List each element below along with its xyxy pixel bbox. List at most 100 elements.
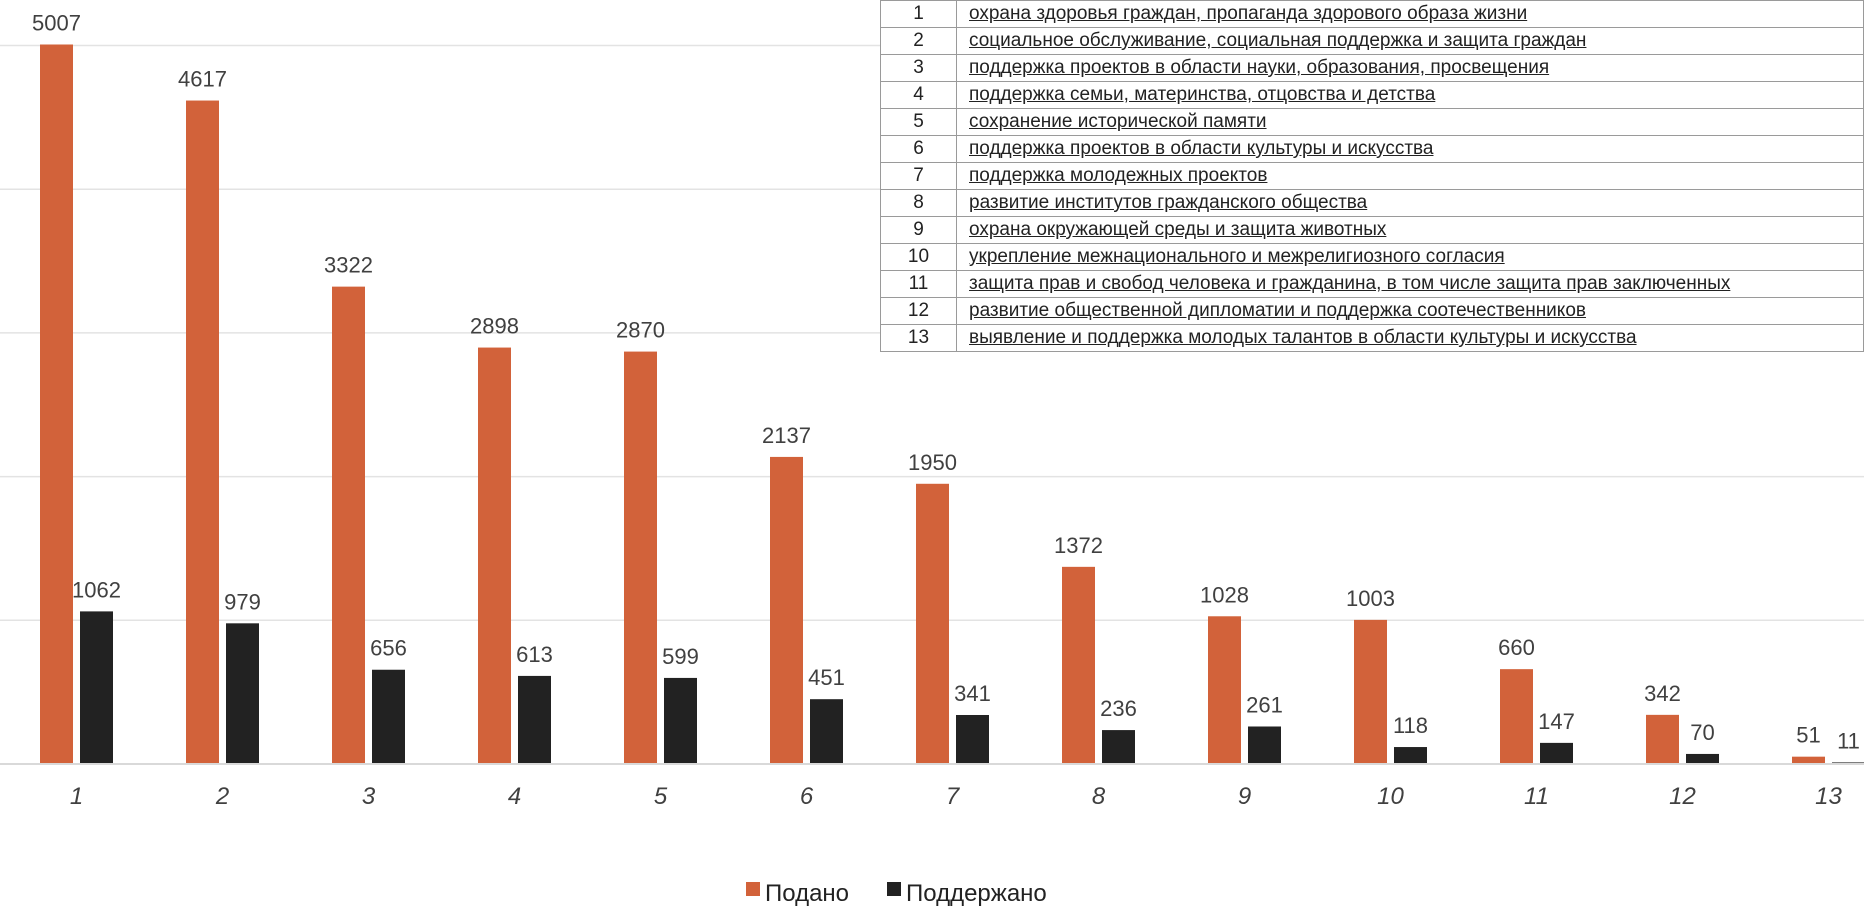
category-number: 3 — [880, 54, 957, 82]
value-label-supported-2: 979 — [224, 589, 261, 614]
value-label-submitted-6: 2137 — [762, 423, 811, 448]
value-labels: 5007106246179793322656289861328705992137… — [32, 10, 1860, 753]
bar-submitted-8 — [1062, 566, 1095, 764]
bar-supported-4 — [518, 675, 551, 764]
category-description: поддержка молодежных проектов — [956, 162, 1864, 190]
value-label-submitted-7: 1950 — [908, 450, 957, 475]
category-description: развитие институтов гражданского обществ… — [956, 189, 1864, 217]
category-description: охрана здоровья граждан, пропаганда здор… — [956, 0, 1864, 28]
value-label-supported-11: 147 — [1538, 709, 1575, 734]
value-label-supported-13: 11 — [1837, 728, 1860, 753]
bar-supported-10 — [1394, 747, 1427, 764]
category-number: 7 — [880, 162, 957, 190]
category-table-row: 11 защита прав и свобод человека и гражда… — [880, 270, 1864, 298]
value-label-submitted-12: 342 — [1644, 681, 1681, 706]
bar-submitted-12 — [1646, 714, 1679, 764]
bar-submitted-4 — [478, 347, 511, 764]
bar-supported-1 — [80, 611, 113, 764]
value-label-supported-1: 1062 — [72, 577, 121, 602]
category-table-row: 6 поддержка проектов в области культуры и… — [880, 135, 1864, 163]
category-table-row: 13 выявление и поддержка молодых талантов… — [880, 324, 1864, 352]
value-label-supported-12: 70 — [1690, 720, 1714, 745]
category-table-row: 8 развитие институтов гражданского общест… — [880, 189, 1864, 217]
x-tick-label-9: 9 — [1238, 783, 1251, 810]
value-label-supported-9: 261 — [1246, 692, 1283, 717]
x-tick-label-3: 3 — [362, 783, 376, 810]
bar-supported-8 — [1102, 730, 1135, 764]
category-number: 12 — [880, 297, 957, 325]
value-label-submitted-4: 2898 — [470, 314, 519, 339]
category-number: 8 — [880, 189, 957, 217]
category-number: 4 — [880, 81, 957, 109]
legend-label-submitted: Подано — [765, 880, 849, 906]
legend-swatch-supported — [887, 882, 901, 896]
bar-submitted-10 — [1354, 619, 1387, 764]
bar-submitted-2 — [186, 100, 219, 764]
bar-submitted-11 — [1500, 669, 1533, 764]
x-tick-label-13: 13 — [1815, 783, 1842, 810]
category-description: укрепление межнационального и межрелигио… — [956, 243, 1864, 271]
bar-submitted-6 — [770, 456, 803, 764]
legend: Подано Поддержано — [746, 880, 1047, 906]
bar-submitted-7 — [916, 483, 949, 764]
category-description: поддержка семьи, материнства, отцовства … — [956, 81, 1864, 109]
legend-label-supported: Поддержано — [906, 880, 1047, 906]
category-number: 10 — [880, 243, 957, 271]
bar-supported-3 — [372, 669, 405, 764]
value-label-supported-3: 656 — [370, 636, 407, 661]
category-table-row: 9 охрана окружающей среды и защита животн… — [880, 216, 1864, 244]
bar-submitted-3 — [332, 286, 365, 764]
category-number: 9 — [880, 216, 957, 244]
bar-submitted-9 — [1208, 616, 1241, 764]
category-table-row: 7 поддержка молодежных проектов — [880, 162, 1864, 190]
category-table-row: 1 охрана здоровья граждан, пропаганда здо… — [880, 0, 1864, 28]
bar-supported-7 — [956, 714, 989, 764]
category-description: сохранение исторической памяти — [956, 108, 1864, 136]
x-tick-label-5: 5 — [654, 783, 668, 810]
category-table-body: 1 охрана здоровья граждан, пропаганда здо… — [880, 0, 1864, 352]
value-label-submitted-8: 1372 — [1054, 533, 1103, 558]
x-tick-label-11: 11 — [1524, 783, 1549, 810]
category-description: охрана окружающей среды и защита животны… — [956, 216, 1864, 244]
x-axis-ticks: 1 2 3 4 5 6 7 8 9 10 11 12 13 — [70, 783, 1843, 810]
category-description: развитие общественной дипломатии и подде… — [956, 297, 1864, 325]
bar-submitted-5 — [624, 351, 657, 764]
value-label-submitted-3: 3322 — [324, 253, 373, 278]
value-label-supported-4: 613 — [516, 642, 553, 667]
category-table: 1 охрана здоровья граждан, пропаганда здо… — [880, 0, 1864, 352]
category-number: 6 — [880, 135, 957, 163]
x-tick-label-10: 10 — [1377, 783, 1404, 810]
bars — [40, 44, 1864, 765]
x-tick-label-7: 7 — [946, 783, 961, 810]
category-number: 1 — [880, 0, 957, 28]
bar-supported-9 — [1248, 726, 1281, 764]
bar-supported-6 — [810, 699, 843, 764]
category-description: поддержка проектов в области науки, обра… — [956, 54, 1864, 82]
value-label-submitted-5: 2870 — [616, 318, 665, 343]
x-tick-label-6: 6 — [800, 783, 814, 810]
category-description: социальное обслуживание, социальная подд… — [956, 27, 1864, 55]
x-tick-label-2: 2 — [215, 783, 229, 810]
x-tick-label-12: 12 — [1669, 783, 1696, 810]
value-label-submitted-9: 1028 — [1200, 582, 1249, 607]
value-label-supported-6: 451 — [808, 665, 845, 690]
value-label-submitted-11: 660 — [1498, 635, 1535, 660]
category-number: 13 — [880, 324, 957, 352]
value-label-supported-7: 341 — [954, 681, 991, 706]
bar-supported-2 — [226, 623, 259, 764]
category-table-row: 3 поддержка проектов в области науки, обр… — [880, 54, 1864, 82]
category-number: 5 — [880, 108, 957, 136]
value-label-supported-5: 599 — [662, 644, 699, 669]
x-tick-label-8: 8 — [1092, 783, 1106, 810]
bar-supported-11 — [1540, 742, 1573, 764]
value-label-submitted-10: 1003 — [1346, 586, 1395, 611]
value-label-supported-8: 236 — [1100, 696, 1137, 721]
bar-supported-5 — [664, 677, 697, 764]
category-table-row: 12 развитие общественной дипломатии и под… — [880, 297, 1864, 325]
bar-submitted-1 — [40, 44, 73, 765]
category-description: защита прав и свобод человека и граждани… — [956, 270, 1864, 298]
value-label-supported-10: 118 — [1393, 713, 1428, 738]
category-description: выявление и поддержка молодых талантов в… — [956, 324, 1864, 352]
value-label-submitted-2: 4617 — [178, 67, 227, 92]
